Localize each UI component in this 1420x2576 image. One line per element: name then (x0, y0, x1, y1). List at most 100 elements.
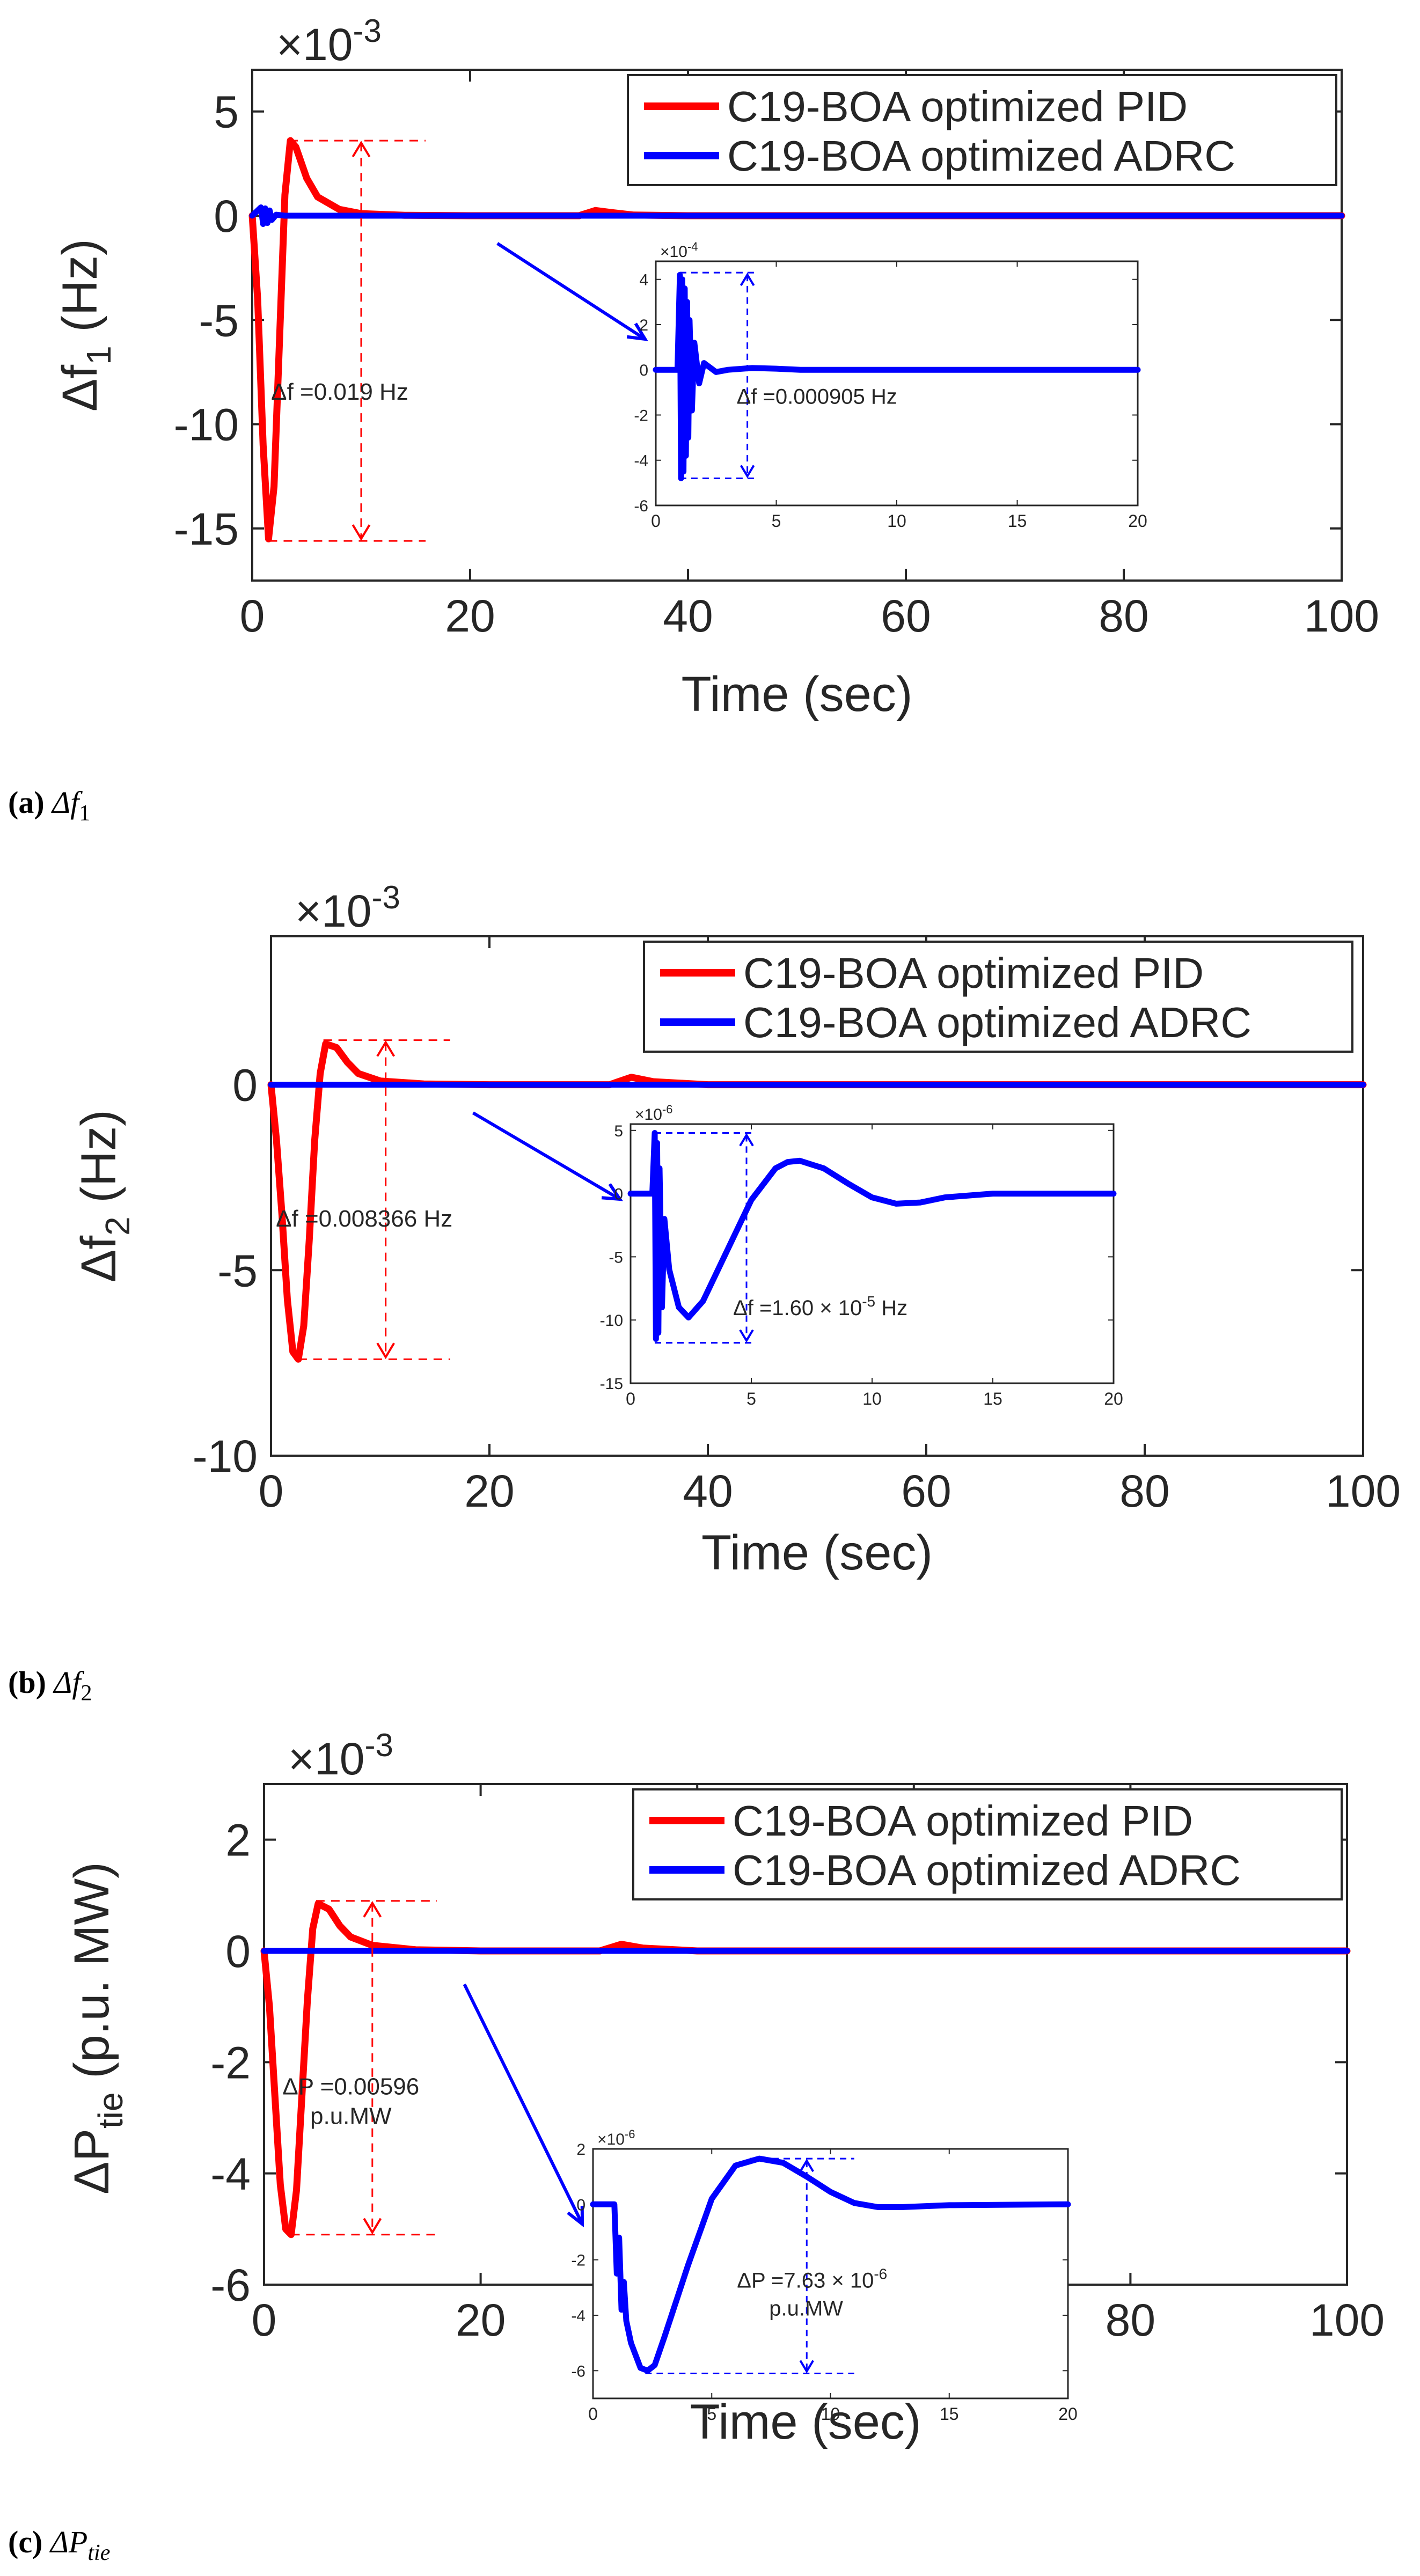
legend-entry: C19-BOA optimized PID (743, 949, 1204, 997)
y-tick-label: -4 (210, 2149, 251, 2199)
inset-exponent-base: ×10 (660, 243, 687, 261)
inset-annotation-text-main: Δf =1.60 × 10 (733, 1296, 862, 1320)
annotation-arrowhead (352, 141, 371, 158)
exponent-label: ×10-3 (288, 1727, 393, 1784)
inset-y-tick-label: -5 (609, 1249, 623, 1266)
panel-caption-space (42, 2524, 50, 2559)
inset-exponent-power: -6 (662, 1103, 673, 1116)
inset-y-tick-label: -6 (634, 497, 648, 515)
x-tick-label: 80 (1119, 1466, 1169, 1516)
inset-exponent-label: ×10-6 (597, 2127, 635, 2148)
inset-series-line-adrc (627, 1130, 1117, 1342)
y-axis-label: ΔPtie (p.u. MW) (64, 1862, 130, 2195)
inset-y-tick-label: 2 (576, 2141, 585, 2159)
inset-x-tick-label: 15 (983, 1389, 1002, 1408)
legend-box (632, 1788, 1343, 1900)
inset-series-line-adrc (590, 2155, 1071, 2374)
panel-caption-var: ΔP (49, 2524, 87, 2559)
inset-plot-area (630, 1123, 1115, 1384)
y-tick-label: 5 (214, 87, 239, 137)
exponent-base: ×10 (288, 1734, 365, 1784)
inset-exponent-base: ×10 (635, 1106, 662, 1124)
x-axis-label: Time (sec) (690, 2395, 921, 2449)
inset-x-tick-label: 10 (887, 511, 906, 531)
exponent-base: ×10 (276, 19, 353, 70)
inset-y-tick-label: 5 (614, 1122, 623, 1140)
panel-caption: (a) Δf1 (8, 785, 90, 826)
plot-area (270, 935, 1364, 1457)
inset-y-tick-label: -2 (634, 407, 648, 424)
inset-exponent-power: -4 (687, 240, 698, 253)
inset-annotation-text: Δf =0.000905 Hz (737, 385, 897, 408)
y-tick-label: -10 (193, 1431, 258, 1481)
inset-x-tick-label: 0 (651, 511, 661, 531)
y-axis-label-tail: (p.u. MW) (64, 1862, 119, 2092)
inset-annotation-arrowhead (740, 273, 755, 287)
inset-y-tick-label: 0 (614, 1186, 623, 1203)
inset-y-tick-label: -4 (571, 2307, 585, 2325)
inset-y-tick-label: 0 (639, 362, 648, 379)
inset-annotation-arrowhead (739, 1133, 754, 1147)
inset-annotation-arrowhead (739, 1329, 754, 1343)
legend-box (643, 941, 1353, 1053)
inset-y-tick-label: -4 (634, 452, 648, 470)
inset-exponent-label: ×10-6 (635, 1103, 672, 1124)
panel-caption-label: (b) (8, 1665, 46, 1700)
exponent-power: -3 (365, 1727, 393, 1763)
panel-caption-space (46, 1665, 54, 1700)
inset-x-tick-label: 10 (862, 1389, 882, 1408)
inset-annotation-text-power: -6 (874, 2265, 887, 2282)
y-axis-label: Δf2 (Hz) (71, 1110, 137, 1282)
inset-y-tick-label: -6 (571, 2362, 585, 2380)
panel-caption-sub: 2 (81, 1681, 92, 1706)
inset-x-tick-label: 20 (1058, 2404, 1078, 2424)
inset-x-tick-label: 20 (1104, 1389, 1123, 1408)
y-tick-label: -5 (217, 1245, 258, 1296)
panel-caption-sub: 1 (79, 801, 90, 826)
legend-entry: C19-BOA optimized ADRC (743, 999, 1251, 1046)
annotation-text: ΔP =0.00596 (282, 2074, 419, 2100)
inset-exponent-base: ×10 (597, 2131, 625, 2148)
series-line-pid (267, 1040, 1367, 1363)
y-axis-label-sub: tie (91, 2092, 130, 2129)
series-line-adrc (249, 204, 1345, 227)
inset-annotation-text: ΔP =7.63 × 10-6 (737, 2265, 887, 2292)
inset-y-tick-label: 2 (639, 317, 648, 334)
exponent-base: ×10 (295, 886, 372, 936)
annotation-text: Δf =0.019 Hz (271, 379, 408, 405)
y-axis-label-sub: 1 (79, 346, 118, 365)
x-tick-label: 80 (1106, 2295, 1155, 2345)
panel-caption-var: Δf (53, 1665, 84, 1700)
x-tick-label: 40 (683, 1466, 733, 1516)
inset-pointer-arrowhead (626, 322, 648, 341)
annotation-text: Δf =0.008366 Hz (276, 1206, 452, 1232)
y-tick-label: -15 (174, 504, 239, 554)
x-tick-label: 100 (1326, 1466, 1401, 1516)
inset-x-tick-label: 15 (940, 2404, 959, 2424)
y-axis-label-sub: 2 (98, 1216, 137, 1236)
panel-caption: (b) Δf2 (8, 1665, 92, 1706)
inset-series-line-adrc (653, 271, 1141, 481)
y-axis-label-main: Δf (53, 364, 107, 411)
annotation-arrowhead (363, 2218, 382, 2235)
panel-caption-sub: tie (87, 2541, 110, 2565)
legend-entry: C19-BOA optimized ADRC (727, 132, 1235, 180)
x-tick-label: 60 (901, 1466, 951, 1516)
inset-x-tick-label: 5 (746, 1389, 756, 1408)
inset-annotation-text: Δf =1.60 × 10-5 Hz (733, 1293, 907, 1320)
x-axis-label: Time (sec) (681, 667, 912, 722)
x-tick-label: 100 (1304, 591, 1379, 641)
inset-annotation-text-main: ΔP =7.63 × 10 (737, 2269, 874, 2292)
legend-entry: C19-BOA optimized PID (733, 1797, 1193, 1845)
inset-pointer-arrowhead (567, 2205, 584, 2228)
y-tick-label: 0 (214, 191, 239, 241)
inset-x-tick-label: 10 (821, 2404, 840, 2424)
inset-x-tick-label: 0 (588, 2404, 598, 2424)
